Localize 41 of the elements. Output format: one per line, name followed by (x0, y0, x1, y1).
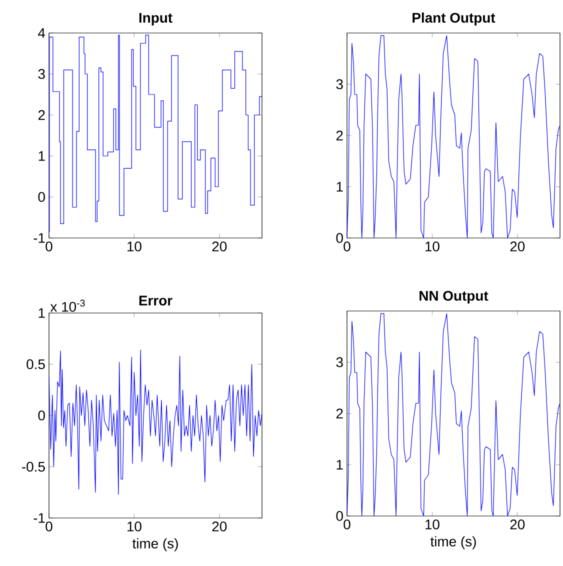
y-tick-label: 0 (336, 233, 343, 243)
y-tick-label: -1 (34, 233, 45, 243)
x-tick-label: 20 (510, 520, 525, 530)
x-axis-title: time (s) (430, 536, 476, 550)
x-tick-label: 10 (426, 520, 440, 530)
y-tick-label: 1 (336, 460, 343, 470)
line-series (347, 35, 560, 238)
x-tick-label: 10 (426, 242, 440, 252)
x-tick-label: 0 (46, 522, 52, 532)
chart-title: Plant Output (412, 12, 496, 26)
chart-title: Error (139, 296, 172, 306)
chart-title: NN Output (420, 290, 488, 304)
y-tick-label: 2 (38, 110, 45, 120)
x-tick-label: 20 (212, 522, 227, 532)
line-series (49, 350, 262, 495)
line-series (347, 313, 560, 516)
x-tick-label: 10 (128, 242, 142, 252)
x-tick-label: 0 (344, 520, 350, 530)
y-tick-label: 4 (38, 28, 46, 38)
x-tick-label: 0 (344, 242, 350, 252)
chart-title: Input (139, 13, 172, 26)
text: x 10$^{-3}$ (50, 300, 85, 312)
x-tick-label: 0 (46, 242, 52, 252)
x-tick-label: 20 (510, 242, 525, 252)
y-tick-label: -1 (34, 513, 45, 523)
y-tick-label: 2 (336, 408, 343, 418)
y-tick-label: 1 (38, 308, 45, 318)
y-tick-label: 3 (336, 79, 343, 90)
x-axis-title: time (s) (132, 538, 178, 552)
y-tick-label: 1 (336, 182, 343, 192)
x-tick-label: 10 (128, 522, 142, 532)
y-tick-label: 0 (38, 410, 45, 420)
x-tick-label: 20 (212, 242, 227, 252)
y-tick-label: 1 (38, 151, 45, 161)
y-tick-label: 3 (336, 357, 343, 368)
y-tick-label: 2 (336, 130, 343, 140)
y-tick-label: 0 (38, 192, 45, 202)
y-tick-label: -0.5 (22, 462, 45, 472)
y-tick-label: 0 (336, 511, 343, 521)
y-tick-label: 3 (38, 69, 45, 79)
y-tick-label: 0.5 (26, 359, 45, 370)
